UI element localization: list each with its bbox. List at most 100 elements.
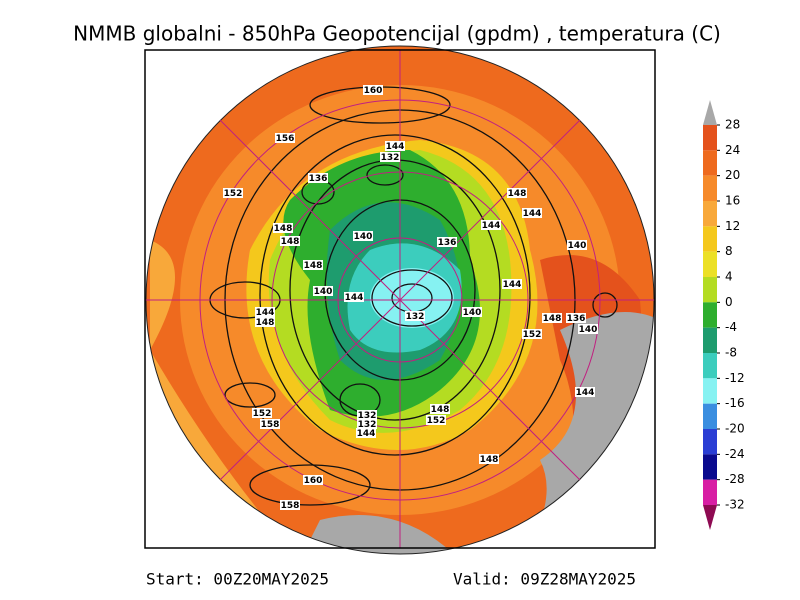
contour-label-box (542, 313, 562, 323)
colorbar-band (703, 403, 717, 429)
colorbar-tick-label: 0 (725, 295, 733, 309)
contour-label: 136 (438, 238, 457, 248)
colorbar-band (703, 429, 717, 455)
contour-label: 148 (431, 405, 450, 415)
contour-label: 136 (309, 174, 328, 184)
contour-label-box (308, 173, 328, 183)
contour-label: 144 (386, 142, 405, 152)
colorbar-tick-label: -12 (725, 371, 745, 385)
contour-label-box (507, 188, 527, 198)
contour-label: 160 (364, 86, 383, 96)
contour-label-box (481, 220, 501, 230)
contour-label: 144 (576, 388, 595, 398)
colorbar-top-arrow (703, 100, 717, 125)
title: NMMB globalni - 850hPa Geopotencijal (gp… (73, 22, 721, 46)
contour-label-box (405, 311, 425, 321)
colorbar-band (703, 378, 717, 404)
contour-label: 152 (224, 189, 243, 199)
colorbar-band (703, 327, 717, 353)
colorbar-tick-label: -8 (725, 346, 737, 360)
contour-label-box (380, 152, 400, 162)
colorbar-tick-label: -20 (725, 422, 745, 436)
contour-label-box (273, 223, 293, 233)
colorbar-tick-label: -28 (725, 472, 745, 486)
contour-label: 148 (480, 455, 499, 465)
colorbar-tick-label: -32 (725, 498, 745, 512)
contour-label-box (303, 260, 323, 270)
contour-label-box (575, 387, 595, 397)
contour-label: 132 (358, 411, 377, 421)
contour-label-box (357, 410, 377, 420)
contour-label: 144 (357, 429, 376, 439)
colorbar-tick-label: 12 (725, 219, 740, 233)
colorbar-tick-label: -4 (725, 320, 737, 334)
contour-label-box (566, 313, 586, 323)
contour-label-box (522, 208, 542, 218)
contour-label: 148 (281, 237, 300, 247)
colorbar-band (703, 454, 717, 480)
contour-label: 144 (503, 280, 522, 290)
contour-label: 144 (256, 308, 275, 318)
contour-label: 156 (276, 134, 295, 144)
colorbar-band (703, 226, 717, 252)
contour-label-box (363, 85, 383, 95)
contour-label: 144 (482, 221, 501, 231)
contour-label-box (353, 231, 373, 241)
contour-label-box (260, 419, 280, 429)
contour-label: 144 (523, 209, 542, 219)
contour-label-box (303, 475, 323, 485)
contour-label: 148 (304, 261, 323, 271)
colorbar-band (703, 277, 717, 303)
contour-label-box (356, 428, 376, 438)
colorbar-band (703, 175, 717, 201)
contour-label-box (426, 415, 446, 425)
contour-label: 158 (281, 501, 300, 511)
contour-label: 132 (406, 312, 425, 322)
contour-label-box (437, 237, 457, 247)
colorbar-tick-label: 20 (725, 168, 740, 182)
contour-label-box (223, 188, 243, 198)
contour-label-box (255, 317, 275, 327)
colorbar-tick-label: 16 (725, 194, 740, 208)
contour-label: 148 (543, 314, 562, 324)
contour-label-box (255, 307, 275, 317)
contour-label: 144 (345, 293, 364, 303)
colorbar-tick-label: 8 (725, 244, 733, 258)
contour-label: 132 (381, 153, 400, 163)
contour-label-box (502, 279, 522, 289)
map-frame (144, 49, 656, 549)
contour-label-box (252, 408, 272, 418)
colorbar-band (703, 353, 717, 379)
graticule (145, 45, 655, 555)
contour-label-box (430, 404, 450, 414)
colorbar-tick-label: 24 (725, 143, 740, 157)
contour-label-box (578, 324, 598, 334)
contour-label-box (385, 141, 405, 151)
contour-label-box (357, 419, 377, 429)
colorbar-band (703, 302, 717, 328)
colorbar-tick-label: -16 (725, 396, 745, 410)
contour-label: 140 (568, 241, 587, 251)
contour-label: 136 (567, 314, 586, 324)
colorbar-bottom-arrow (703, 505, 717, 530)
contour-label: 140 (314, 287, 333, 297)
colorbar-band (703, 150, 717, 176)
contour-label: 158 (261, 420, 280, 430)
contour-label: 152 (523, 330, 542, 340)
colorbar-band (703, 251, 717, 277)
contour-label-box (479, 454, 499, 464)
contour-label: 140 (579, 325, 598, 335)
colorbar-band (703, 125, 717, 151)
colorbar-band (703, 479, 717, 505)
contour-label-box (462, 307, 482, 317)
contour-label-box (280, 500, 300, 510)
contour-label: 140 (463, 308, 482, 318)
contour-label: 140 (354, 232, 373, 242)
contour-label: 160 (304, 476, 323, 486)
contour-label: 152 (253, 409, 272, 419)
contour-label-box (313, 286, 333, 296)
colorbar-band (703, 201, 717, 227)
contour-label-box (280, 236, 300, 246)
